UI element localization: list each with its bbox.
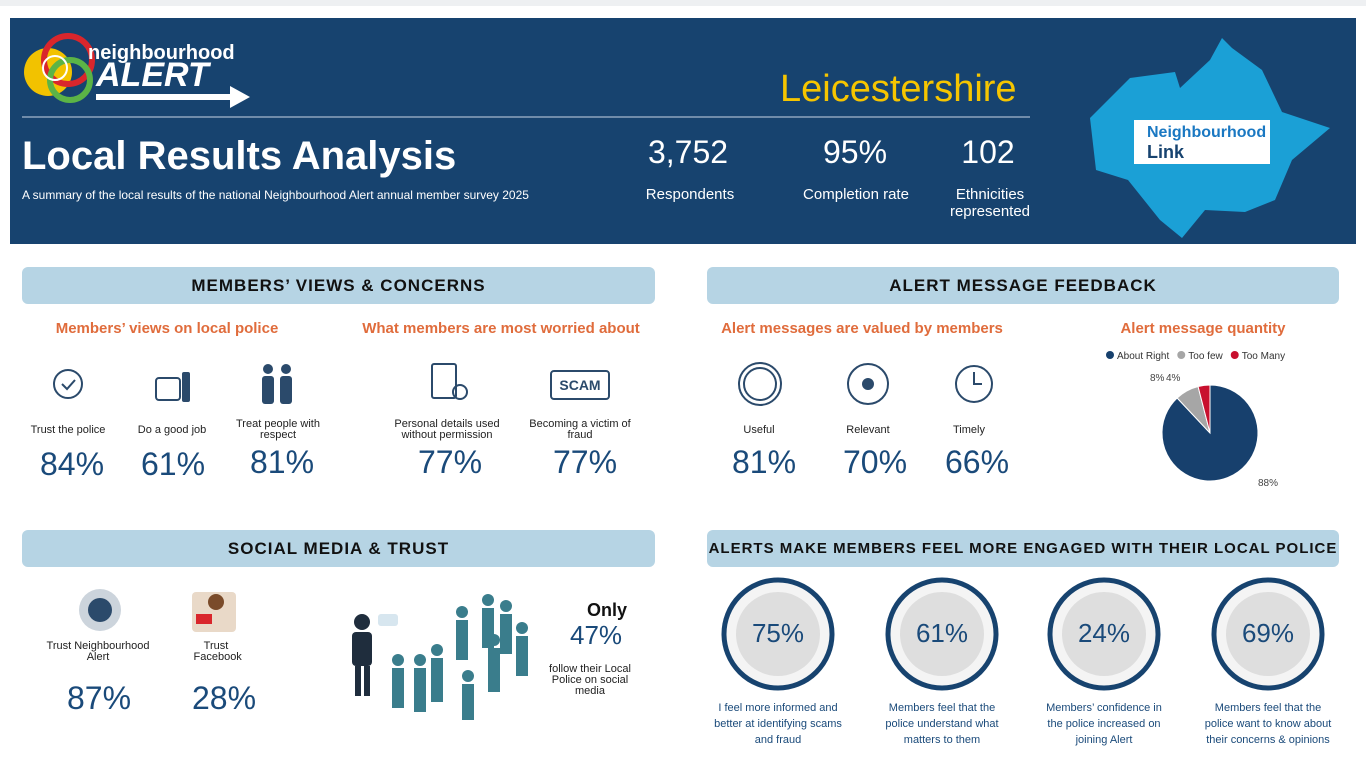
section-heading: MEMBERS’ VIEWS & CONCERNS bbox=[22, 267, 655, 304]
legend-label: Too few bbox=[1188, 351, 1223, 362]
item-value: 81% bbox=[249, 444, 315, 480]
stat-value: 102 bbox=[961, 134, 1015, 170]
stat-label: Ethnicities represented bbox=[949, 186, 1031, 220]
engaged-text: Members feel that the police understand … bbox=[885, 702, 999, 746]
item-value: 77% bbox=[552, 444, 618, 480]
subheading: Members’ views on local police bbox=[55, 320, 279, 337]
engaged-value: 61% bbox=[915, 618, 969, 648]
item-value: 81% bbox=[731, 444, 797, 480]
pie-label: 8% bbox=[1150, 373, 1165, 384]
item-value: 77% bbox=[417, 444, 483, 480]
item-label: Trust Facebook bbox=[193, 640, 242, 663]
pie-label: 4% bbox=[1166, 373, 1181, 384]
map-logo-text: Neighbourhood bbox=[1147, 124, 1267, 141]
subheading: Alert message quantity bbox=[1120, 320, 1286, 337]
legend-swatch bbox=[1177, 351, 1186, 359]
item-label: Trust the police bbox=[30, 424, 106, 436]
item-label: Relevant bbox=[846, 424, 890, 436]
item-value: 28% bbox=[191, 680, 257, 716]
engaged-text: I feel more informed and better at ident… bbox=[714, 702, 842, 746]
legend-swatch bbox=[1106, 351, 1114, 359]
item-label: Becoming a victim of fraud bbox=[529, 418, 631, 441]
item-label: Do a good job bbox=[137, 424, 207, 436]
engaged-text: Members’ confidence in the police increa… bbox=[1046, 702, 1162, 746]
item-label: Useful bbox=[743, 424, 775, 436]
item-value: 84% bbox=[39, 446, 105, 482]
map-logo-text: Link bbox=[1147, 142, 1185, 162]
follow-text: follow their Local Police on social medi… bbox=[549, 663, 631, 697]
subheading: Alert messages are valued by members bbox=[721, 320, 1003, 337]
follow-value: 47% bbox=[570, 620, 623, 650]
pie-slice bbox=[1197, 384, 1211, 434]
subheading: What members are most worried about bbox=[362, 320, 640, 337]
section-heading: ALERT MESSAGE FEEDBACK bbox=[707, 267, 1339, 304]
icons: SCAM bbox=[53, 362, 993, 632]
item-label: Timely bbox=[953, 424, 985, 436]
legend-label: Too Many bbox=[1242, 351, 1285, 362]
stat-label: Completion rate bbox=[803, 186, 909, 203]
pie-chart: 88% 8% 4% About Right Too few Too Many bbox=[1106, 351, 1285, 489]
engaged-value: 24% bbox=[1077, 618, 1131, 648]
pie-label: 88% bbox=[1258, 478, 1278, 489]
item-value: 66% bbox=[944, 444, 1010, 480]
item-label: Trust Neighbourhood Alert bbox=[46, 640, 150, 663]
item-value: 87% bbox=[66, 680, 132, 716]
subtitle: A summary of the local results of the na… bbox=[22, 188, 529, 202]
stat-label: Respondents bbox=[645, 186, 735, 203]
engagement-rings bbox=[721, 577, 1325, 691]
stat-value: 3,752 bbox=[647, 134, 729, 170]
logo-mark bbox=[24, 33, 250, 108]
item-label: Personal details used without permission bbox=[394, 418, 500, 441]
legend-swatch bbox=[1230, 351, 1239, 359]
engaged-text: Members feel that the police want to kno… bbox=[1204, 702, 1332, 746]
item-label: Treat people with respect bbox=[236, 418, 320, 441]
logo-text: ALERT bbox=[96, 56, 209, 94]
crowd-illustration bbox=[352, 594, 528, 720]
item-value: 61% bbox=[140, 446, 206, 482]
logo-text: neighbourhood bbox=[88, 42, 235, 64]
follow-lead: Only bbox=[587, 600, 628, 620]
top-strip bbox=[0, 0, 1366, 6]
item-value: 70% bbox=[842, 444, 908, 480]
map-logo-box bbox=[1134, 120, 1270, 164]
stat-value: 95% bbox=[822, 134, 888, 170]
section-heading: SOCIAL MEDIA & TRUST bbox=[22, 530, 655, 567]
region: Leicestershire bbox=[780, 68, 1017, 110]
engaged-value: 75% bbox=[751, 618, 805, 648]
engaged-value: 69% bbox=[1241, 618, 1295, 648]
svg-text:SCAM: SCAM bbox=[559, 377, 600, 393]
legend-label: About Right bbox=[1117, 351, 1169, 362]
section-heading: ALERTS MAKE MEMBERS FEEL MORE ENGAGED WI… bbox=[707, 530, 1339, 567]
title: Local Results Analysis bbox=[22, 134, 457, 178]
